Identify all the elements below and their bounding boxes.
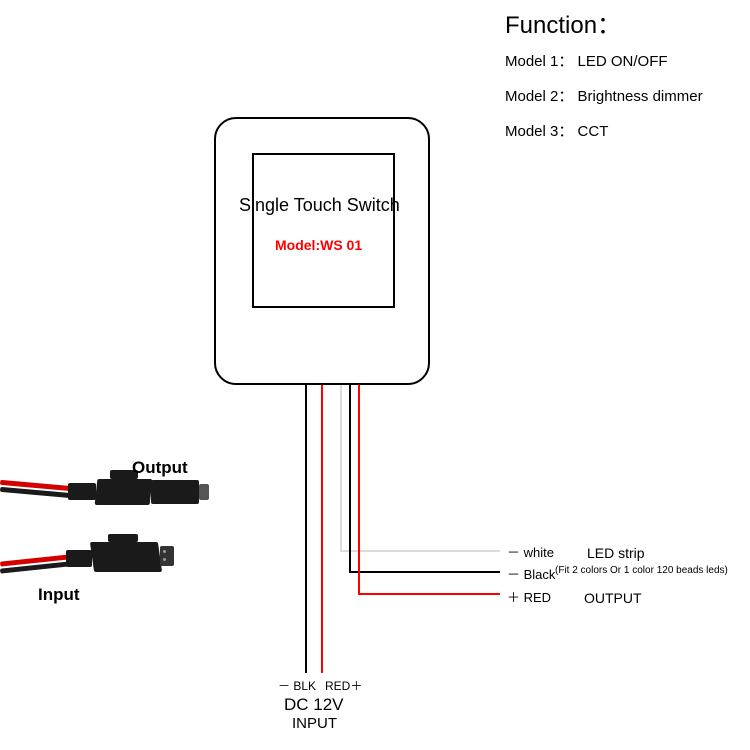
function-item-1: Model 1： LED ON/OFF — [505, 50, 703, 71]
out-black-label: － Black — [507, 564, 555, 583]
conn-out-tip — [199, 484, 209, 500]
conn-out-body-left — [68, 483, 96, 500]
wire-out-white-v — [340, 385, 342, 552]
switch-model: Model:WS 01 — [275, 237, 362, 253]
conn-out-body-mid — [95, 479, 153, 505]
input-text-label: INPUT — [292, 715, 337, 732]
conn-out-body-right — [151, 480, 199, 504]
wire-out-red-h — [358, 593, 500, 595]
function-item-3: Model 3： CCT — [505, 120, 703, 141]
switch-title: Single Touch Switch — [239, 195, 400, 216]
led-strip-label: LED strip — [587, 545, 645, 561]
wire-input-black — [305, 385, 307, 673]
out-red-label: ＋ RED — [507, 587, 551, 606]
switch-inner-box — [252, 153, 395, 308]
conn-in-body-main — [90, 542, 162, 572]
function-title: Function： — [505, 5, 703, 40]
wire-out-black-h — [349, 571, 500, 573]
wire-out-black-v — [349, 385, 351, 573]
wire-input-red — [321, 385, 323, 673]
conn-in-socket — [160, 546, 174, 566]
conn-in-clip — [108, 534, 138, 542]
input-dc-label: DC 12V — [284, 695, 344, 715]
connector-input-illustration — [10, 532, 200, 582]
led-fit-label: (Fit 2 colors Or 1 color 120 beads leds) — [555, 565, 728, 576]
conn-in-pin-1 — [163, 550, 166, 553]
function-item-2: Model 2： Brightness dimmer — [505, 85, 703, 106]
wire-out-white-h — [340, 550, 500, 552]
wire-out-red-v — [358, 385, 360, 595]
input-red-label: RED＋ — [325, 677, 362, 694]
connector-output-label: Output — [132, 458, 188, 478]
output-label: OUTPUT — [584, 590, 642, 606]
input-blk-label: － BLK — [278, 677, 316, 694]
conn-in-body-left — [66, 550, 92, 567]
function-block: Function： Model 1： LED ON/OFF Model 2： B… — [505, 5, 703, 155]
out-white-label: － white — [507, 542, 554, 561]
connector-input-label: Input — [38, 585, 80, 605]
conn-in-pin-2 — [163, 558, 166, 561]
